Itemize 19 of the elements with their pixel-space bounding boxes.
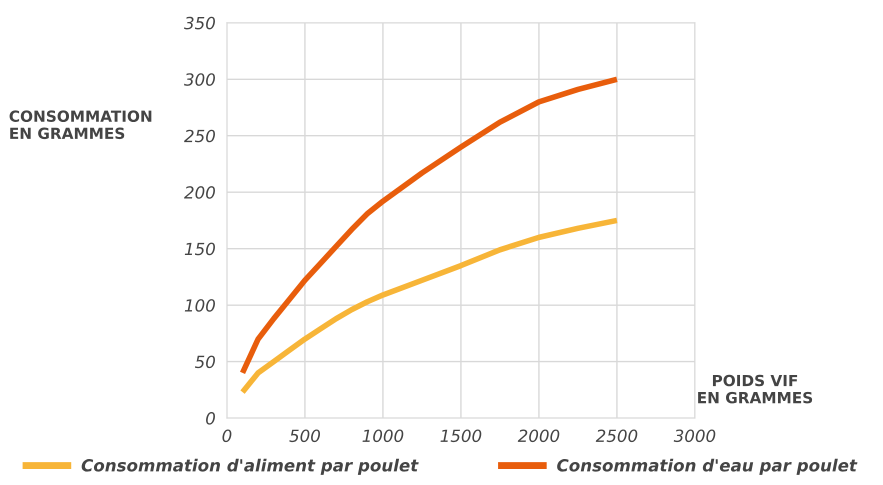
legend-label: Consommation d'aliment par poulet: [82, 458, 419, 475]
y-tick-label: 350: [184, 16, 215, 30]
y-tick-label: 250: [184, 130, 215, 142]
y-tick-label: 200: [184, 186, 215, 199]
y-tick-label: 0: [206, 412, 215, 425]
x-tick-label: 2000: [518, 429, 560, 442]
y-tick-label: 100: [184, 299, 215, 312]
x-axis-title: POIDS VIF EN GRAMMES: [698, 374, 812, 404]
x-tick-label: 0: [222, 429, 232, 442]
x-tick-label: 500: [289, 429, 320, 442]
y-tick-label: 300: [184, 73, 215, 86]
x-tick-label: 1000: [362, 429, 404, 442]
x-tick-label: 3000: [674, 429, 716, 442]
x-tick-label: 1500: [440, 429, 482, 442]
y-tick-label: 150: [184, 242, 215, 256]
legend-label: Consommation d'eau par poulet: [557, 458, 858, 475]
x-tick-label: 2500: [596, 429, 638, 442]
y-axis-title: CONSOMMATION EN GRAMMES: [10, 110, 152, 140]
y-tick-label: 50: [194, 356, 215, 368]
